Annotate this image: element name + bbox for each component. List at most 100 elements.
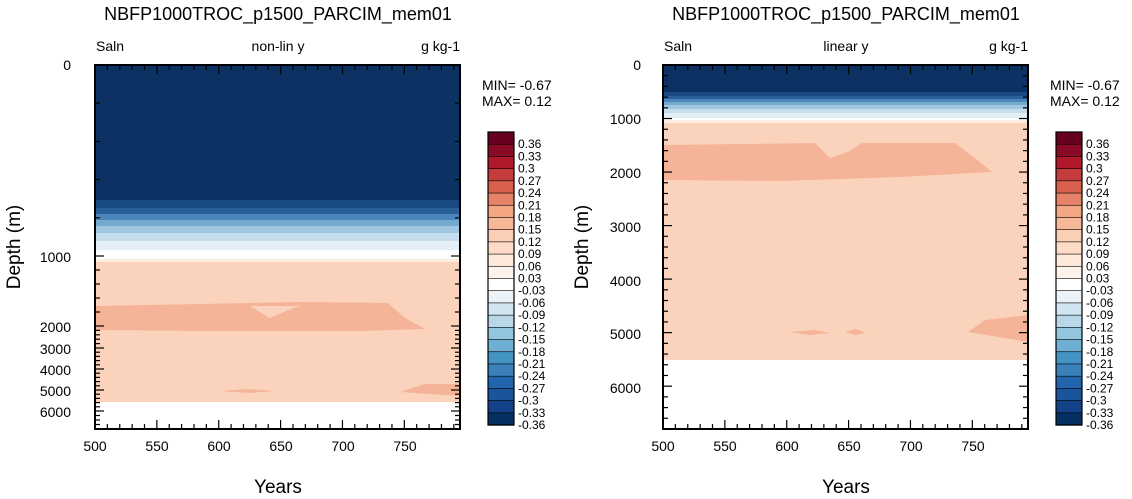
colorbar-swatch xyxy=(487,278,515,292)
right-ytick-label: 2000 xyxy=(610,165,641,181)
colorbar-swatch xyxy=(487,375,515,389)
right-ytick-label: 5000 xyxy=(610,326,641,342)
colorbar-swatch xyxy=(487,241,515,255)
left-var-label: Saln xyxy=(96,38,124,54)
right-y-axis-title: Depth (m) xyxy=(572,205,593,289)
right-deep-patch xyxy=(968,315,1028,342)
colorbar-label: 0.27 xyxy=(518,174,542,188)
left-xtick-label: 700 xyxy=(331,438,355,454)
colorbar-label: -0.21 xyxy=(1086,357,1114,371)
colorbar-swatch xyxy=(1055,327,1083,341)
left-xtick-label: 600 xyxy=(207,438,231,454)
right-x-tick-labels: 500 550 600 650 700 750 xyxy=(651,438,985,454)
colorbar-label: -0.06 xyxy=(1086,296,1114,310)
left-max-text: MAX= 0.12 xyxy=(482,93,552,109)
colorbar-label: 0.27 xyxy=(1086,174,1110,188)
right-deep-layer xyxy=(663,65,1028,95)
colorbar-swatch xyxy=(1055,253,1083,267)
colorbar-frame xyxy=(487,131,515,426)
colorbar-swatch xyxy=(1055,302,1083,316)
colorbar-swatch xyxy=(1055,131,1083,145)
colorbar-swatch xyxy=(1055,265,1083,280)
left-units-label: g kg-1 xyxy=(421,38,460,54)
right-x-axis-title: Years xyxy=(822,477,870,498)
colorbar-label: 0.24 xyxy=(518,186,542,200)
colorbar-swatch xyxy=(1055,143,1083,158)
colorbar-swatch xyxy=(487,351,515,365)
colorbar-label: -0.09 xyxy=(518,308,546,322)
colorbar-swatch xyxy=(1055,400,1083,414)
colorbar-label: 0.3 xyxy=(518,162,535,176)
left-xtick-label: 650 xyxy=(269,438,293,454)
right-y-axis xyxy=(663,64,1028,430)
right-transition-layers xyxy=(663,92,1028,123)
right-mode-label: linear y xyxy=(823,38,868,54)
right-ytick-label: 0 xyxy=(633,57,641,73)
colorbar-swatch xyxy=(1055,217,1083,231)
colorbar-swatch xyxy=(1055,156,1083,170)
left-min-text: MIN= -0.67 xyxy=(482,77,552,93)
colorbar-swatch xyxy=(487,388,515,402)
left-deep-patch xyxy=(400,384,460,396)
colorbar-label: 0.15 xyxy=(518,223,542,237)
right-ytick-label: 3000 xyxy=(610,219,641,235)
colorbar-label: 0.24 xyxy=(1086,186,1110,200)
colorbar-label: 0.12 xyxy=(518,235,542,249)
left-y-tick-labels: 0 1000 2000 3000 4000 5000 6000 xyxy=(40,57,71,420)
left-main-layer xyxy=(95,262,460,402)
left-x-tick-labels: 500 550 600 650 700 750 xyxy=(83,438,417,454)
colorbar-label: 0.03 xyxy=(1086,272,1110,286)
left-no-data xyxy=(95,402,460,429)
colorbar-label: -0.09 xyxy=(1086,308,1114,322)
left-xtick-label: 500 xyxy=(83,438,107,454)
right-var-label: Saln xyxy=(664,38,692,54)
right-units-label: g kg-1 xyxy=(989,38,1028,54)
right-colorbar: 0.360.330.30.270.240.210.180.150.120.090… xyxy=(1055,131,1114,432)
colorbar-swatch xyxy=(487,327,515,341)
colorbar-swatch xyxy=(487,412,515,426)
colorbar-swatch xyxy=(1055,339,1083,353)
colorbar-label: 0.33 xyxy=(1086,149,1110,163)
colorbar-label: -0.24 xyxy=(1086,369,1114,383)
colorbar-label: 0.06 xyxy=(1086,259,1110,273)
colorbar-label: -0.12 xyxy=(518,320,546,334)
colorbar-label: -0.3 xyxy=(518,394,539,408)
left-ytick-label: 5000 xyxy=(40,383,71,399)
left-salinity-patch xyxy=(95,302,425,331)
colorbar-swatch xyxy=(1055,180,1083,194)
right-xtick-label: 700 xyxy=(899,438,923,454)
colorbar-label: 0.09 xyxy=(1086,247,1110,261)
left-ytick-label: 4000 xyxy=(40,362,71,378)
colorbar-label: 0.12 xyxy=(1086,235,1110,249)
left-y-axis-title: Depth (m) xyxy=(4,205,25,289)
colorbar-label: -0.03 xyxy=(518,284,546,298)
right-min-text: MIN= -0.67 xyxy=(1050,77,1120,93)
colorbar-label: -0.15 xyxy=(518,333,546,347)
colorbar-label: -0.27 xyxy=(1086,381,1114,395)
colorbar-swatch xyxy=(487,168,515,182)
colorbar-swatch xyxy=(487,314,515,328)
colorbar-label: -0.18 xyxy=(1086,345,1114,359)
left-x-axis-title: Years xyxy=(254,477,302,498)
colorbar-label: -0.12 xyxy=(1086,320,1114,334)
left-ytick-label: 2000 xyxy=(40,319,71,335)
left-transition-layers xyxy=(95,200,460,262)
colorbar-swatch xyxy=(487,302,515,316)
colorbar-swatch xyxy=(1055,278,1083,292)
panel-right: NBFP1000TROC_p1500_PARCIM_mem01 Saln lin… xyxy=(572,4,1120,498)
right-ytick-label: 4000 xyxy=(610,273,641,289)
colorbar-label: -0.36 xyxy=(518,418,546,432)
colorbar-swatch xyxy=(1055,192,1083,206)
left-mode-label: non-lin y xyxy=(252,38,305,54)
colorbar-label: 0.33 xyxy=(518,149,542,163)
colorbar-label: 0.03 xyxy=(518,272,542,286)
colorbar-label: -0.3 xyxy=(1086,394,1107,408)
left-xtick-label: 550 xyxy=(145,438,169,454)
right-y-tick-labels: 0 1000 2000 3000 4000 5000 6000 xyxy=(610,57,641,396)
colorbar-swatch xyxy=(487,156,515,170)
colorbar-label: -0.36 xyxy=(1086,418,1114,432)
colorbar-label: -0.21 xyxy=(518,357,546,371)
colorbar-label: 0.3 xyxy=(1086,162,1103,176)
colorbar-label: -0.33 xyxy=(1086,406,1114,420)
colorbar-label: 0.18 xyxy=(518,210,542,224)
